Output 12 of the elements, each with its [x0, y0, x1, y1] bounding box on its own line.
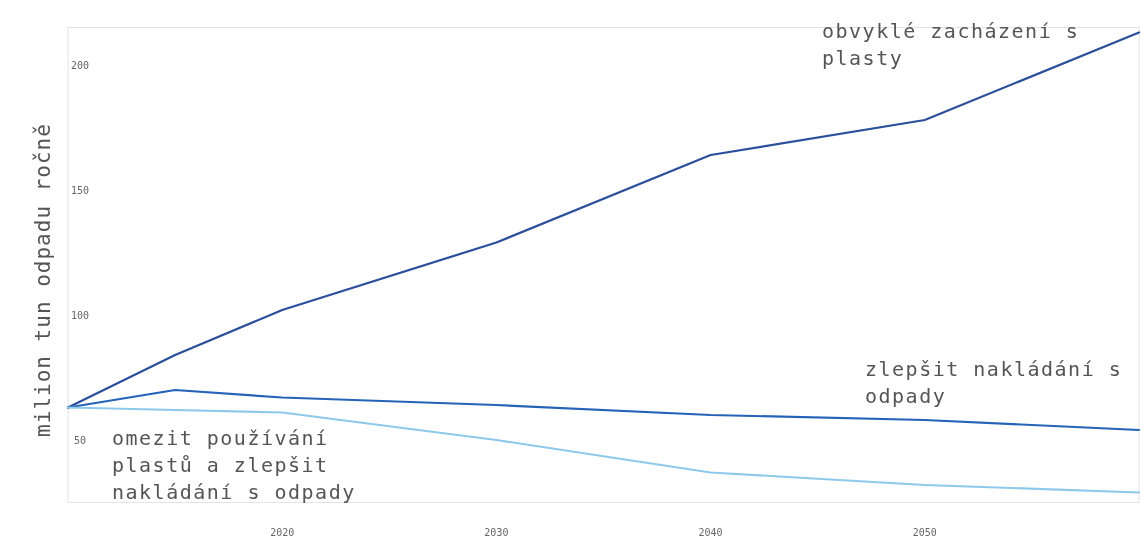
y-tick-label: 50 [73, 434, 87, 446]
series-label: omezit používání plastů a zlepšit nakládání s odpady [112, 426, 356, 504]
x-tick-label: 2020 [270, 527, 295, 538]
x-tick-label: 2050 [912, 527, 937, 538]
y-tick-label: 200 [70, 59, 90, 71]
series-label: zlepšit nakládání s odpady [865, 357, 1123, 408]
y-axis-title: milion tun odpadu ročně [31, 123, 55, 437]
y-tick-label: 100 [70, 309, 90, 321]
y-tick-label: 150 [70, 184, 90, 196]
x-tick-label: 2030 [484, 527, 509, 538]
x-tick-label: 2040 [698, 527, 723, 538]
series-label: obvyklé zacházení s plasty [822, 19, 1080, 70]
